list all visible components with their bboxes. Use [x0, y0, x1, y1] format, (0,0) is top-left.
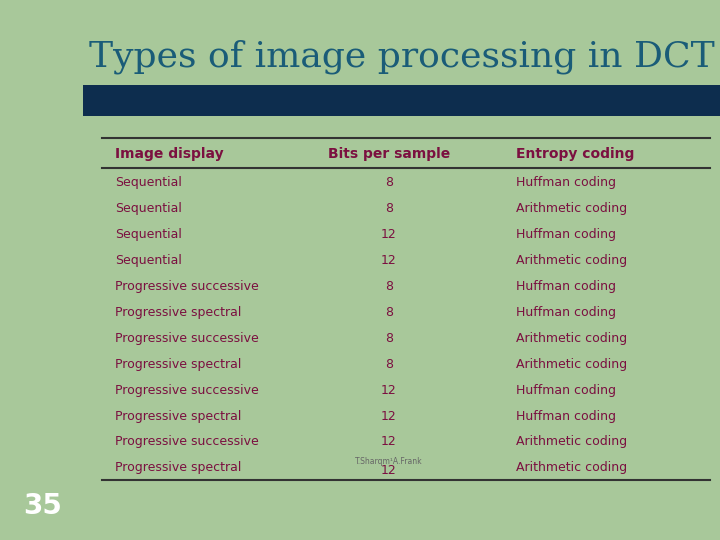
- Text: Bits per sample: Bits per sample: [328, 147, 450, 161]
- Text: 8: 8: [384, 332, 392, 345]
- Text: Progressive spectral: Progressive spectral: [114, 306, 241, 319]
- Text: Arithmetic coding: Arithmetic coding: [516, 254, 627, 267]
- Text: Sequential: Sequential: [114, 202, 181, 215]
- Text: Types of image processing in DCT: Types of image processing in DCT: [89, 39, 714, 74]
- Text: Progressive spectral: Progressive spectral: [114, 409, 241, 422]
- Text: 35: 35: [24, 492, 63, 521]
- Text: Huffman coding: Huffman coding: [516, 280, 616, 293]
- Text: Progressive successive: Progressive successive: [114, 332, 258, 345]
- Text: Arithmetic coding: Arithmetic coding: [516, 435, 627, 448]
- Text: 12: 12: [381, 383, 397, 396]
- Text: Arithmetic coding: Arithmetic coding: [516, 202, 627, 215]
- Text: 8: 8: [384, 357, 392, 370]
- Text: Sequential: Sequential: [114, 228, 181, 241]
- Text: 12: 12: [381, 409, 397, 422]
- Text: Progressive spectral: Progressive spectral: [114, 357, 241, 370]
- Text: Huffman coding: Huffman coding: [516, 409, 616, 422]
- Text: 8: 8: [384, 176, 392, 189]
- Text: Sequential: Sequential: [114, 254, 181, 267]
- Text: Sequential: Sequential: [114, 176, 181, 189]
- Text: Huffman coding: Huffman coding: [516, 176, 616, 189]
- Text: 8: 8: [384, 306, 392, 319]
- Text: Progressive successive: Progressive successive: [114, 383, 258, 396]
- Text: Arithmetic coding: Arithmetic coding: [516, 332, 627, 345]
- Text: Progressive successive: Progressive successive: [114, 435, 258, 448]
- Text: Progressive successive: Progressive successive: [114, 280, 258, 293]
- Text: Image display: Image display: [114, 147, 223, 161]
- Text: Huffman coding: Huffman coding: [516, 306, 616, 319]
- Text: 8: 8: [384, 280, 392, 293]
- Text: 8: 8: [384, 202, 392, 215]
- Text: 12: 12: [381, 254, 397, 267]
- Text: T.Sharqm¹A.Frank: T.Sharqm¹A.Frank: [355, 457, 423, 466]
- Text: Entropy coding: Entropy coding: [516, 147, 634, 161]
- Text: 12: 12: [381, 435, 397, 448]
- Text: Huffman coding: Huffman coding: [516, 228, 616, 241]
- Text: Huffman coding: Huffman coding: [516, 383, 616, 396]
- Text: Progressive spectral: Progressive spectral: [114, 461, 241, 474]
- Bar: [83, 85, 720, 116]
- Text: Arithmetic coding: Arithmetic coding: [516, 461, 627, 474]
- Text: 12: 12: [381, 464, 397, 477]
- Text: Arithmetic coding: Arithmetic coding: [516, 357, 627, 370]
- Text: 12: 12: [381, 228, 397, 241]
